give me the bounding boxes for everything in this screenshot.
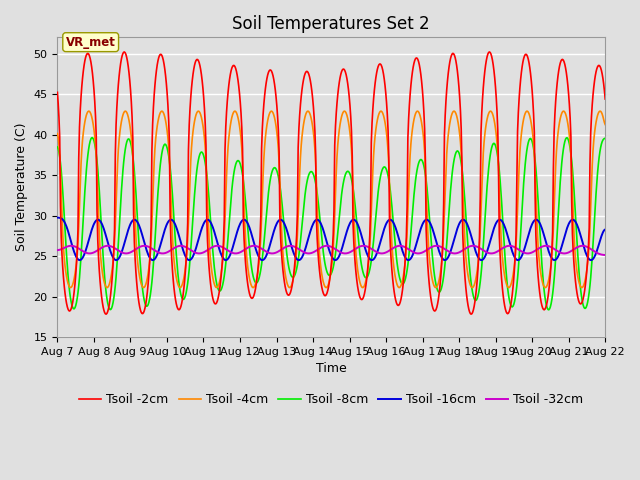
X-axis label: Time: Time [316,362,347,375]
Tsoil -2cm [204,252,212,258]
Tsoil -8cm [205,196,213,202]
Tsoil -32cm [54,247,61,253]
Line: Tsoil -2cm: Tsoil -2cm [58,52,605,314]
Tsoil -4cm [120,110,127,116]
Tsoil -16cm [222,257,230,263]
Legend: Tsoil -2cm, Tsoil -4cm, Tsoil -8cm, Tsoil -16cm, Tsoil -32cm: Tsoil -2cm, Tsoil -4cm, Tsoil -8cm, Tsoi… [74,388,589,411]
Tsoil -16cm [602,227,609,232]
Tsoil -32cm [120,251,128,256]
Tsoil -32cm [67,243,75,249]
Tsoil -2cm [63,304,71,310]
Tsoil -8cm [54,144,61,150]
Tsoil -32cm [205,246,213,252]
Tsoil -2cm [120,49,127,55]
Tsoil -8cm [602,135,609,141]
Tsoil -4cm [415,110,423,116]
Tsoil -2cm [414,57,422,62]
Tsoil -32cm [415,251,422,256]
Line: Tsoil -4cm: Tsoil -4cm [58,111,605,288]
Tsoil -4cm [195,108,202,114]
Tsoil -16cm [415,233,422,239]
Line: Tsoil -8cm: Tsoil -8cm [58,138,605,310]
Tsoil -8cm [399,281,406,287]
Tsoil -32cm [176,243,184,249]
Line: Tsoil -32cm: Tsoil -32cm [58,246,605,255]
Tsoil -4cm [399,274,407,279]
Tsoil -4cm [54,131,61,136]
Tsoil -2cm [398,292,406,298]
Tsoil -32cm [63,244,71,250]
Tsoil -8cm [415,161,422,167]
Text: VR_met: VR_met [66,36,116,48]
Tsoil -8cm [88,135,96,141]
Tsoil -8cm [176,288,184,294]
Tsoil -4cm [602,121,609,127]
Tsoil -16cm [54,215,61,220]
Tsoil -2cm [467,311,475,317]
Tsoil -16cm [63,226,71,232]
Tsoil -8cm [63,263,71,269]
Tsoil -8cm [120,152,128,158]
Tsoil -2cm [602,96,609,102]
Tsoil -16cm [120,243,127,249]
Tsoil -16cm [175,234,183,240]
Y-axis label: Soil Temperature (C): Soil Temperature (C) [15,123,28,252]
Title: Soil Temperatures Set 2: Soil Temperatures Set 2 [232,15,430,33]
Tsoil -4cm [212,285,220,290]
Tsoil -2cm [486,49,493,55]
Tsoil -4cm [175,284,183,290]
Tsoil -2cm [54,89,61,95]
Tsoil -32cm [602,252,609,258]
Tsoil -4cm [63,277,71,283]
Tsoil -4cm [205,235,213,241]
Tsoil -8cm [545,307,553,312]
Tsoil -16cm [399,248,406,254]
Tsoil -16cm [204,217,212,223]
Tsoil -2cm [175,307,183,312]
Tsoil -32cm [399,243,406,249]
Line: Tsoil -16cm: Tsoil -16cm [58,217,605,260]
